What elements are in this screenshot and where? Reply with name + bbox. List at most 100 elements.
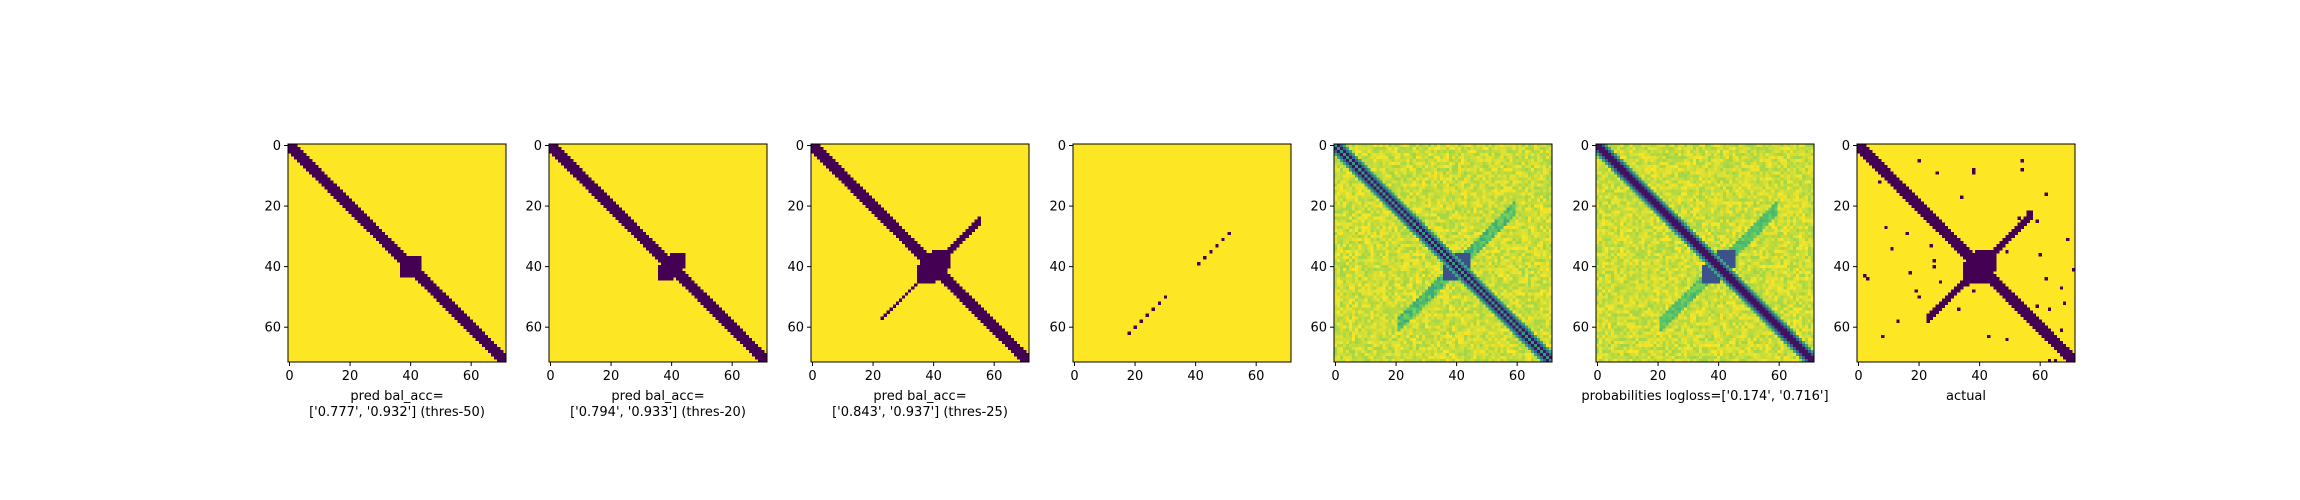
- heatmap-cell: [1497, 295, 1501, 299]
- heatmap-cell: [1418, 192, 1423, 196]
- heatmap-cell: [1400, 228, 1404, 233]
- heatmap-cell: [478, 331, 483, 336]
- heatmap-cell: [1427, 183, 1432, 187]
- heatmap-cell: [1433, 210, 1438, 214]
- heatmap-cell: [403, 274, 407, 278]
- heatmap-cell: [1500, 246, 1504, 251]
- heatmap-cell: [1376, 174, 1380, 178]
- heatmap-cell: [561, 156, 565, 160]
- heatmap-cell: [1430, 180, 1435, 184]
- heatmap-cell: [1409, 207, 1414, 211]
- heatmap-cell: [1397, 277, 1401, 281]
- heatmap-cell: [1506, 243, 1510, 248]
- heatmap-cell: [591, 183, 595, 187]
- heatmap-cell: [1548, 268, 1553, 272]
- heatmap-cell: [354, 216, 358, 220]
- heatmap-cell: [1352, 144, 1356, 148]
- heatmap-cell: [868, 195, 872, 199]
- heatmap-cell: [1536, 274, 1541, 278]
- y-tick-label: 60: [264, 321, 281, 336]
- heatmap-cell: [1346, 222, 1350, 227]
- heatmap-cell: [1449, 207, 1453, 211]
- heatmap-cell: [1542, 216, 1547, 220]
- heatmap-cell: [980, 313, 984, 317]
- heatmap-cell: [1439, 150, 1444, 154]
- heatmap-cell: [1449, 192, 1453, 196]
- heatmap-cell: [1470, 222, 1474, 227]
- heatmap-cell: [1022, 349, 1027, 354]
- heatmap-cell: [1373, 147, 1377, 151]
- heatmap-cell: [1452, 225, 1456, 230]
- heatmap-cell: [1524, 265, 1529, 269]
- heatmap-cell: [658, 274, 662, 278]
- heatmap-cell: [1491, 186, 1495, 190]
- heatmap-cell: [1503, 162, 1507, 166]
- heatmap-cell: [1427, 150, 1432, 154]
- heatmap-cell: [1424, 189, 1429, 193]
- heatmap-cell: [676, 262, 680, 266]
- heatmap-cell: [1340, 253, 1344, 257]
- heatmap-cell: [1539, 222, 1544, 227]
- heatmap-cell: [1346, 289, 1350, 293]
- heatmap-cell: [357, 216, 361, 220]
- heatmap-cell: [1515, 147, 1519, 151]
- heatmap-cell: [1388, 180, 1392, 184]
- heatmap-cell: [433, 286, 437, 290]
- heatmap-cell: [1467, 234, 1471, 239]
- heatmap-cell: [1506, 216, 1510, 220]
- heatmap-cell: [959, 237, 963, 242]
- heatmap-cell: [1545, 180, 1550, 184]
- heatmap-cell: [1464, 171, 1468, 175]
- heatmap-cell: [658, 277, 662, 281]
- heatmap-cell: [923, 259, 927, 263]
- heatmap-cell: [1358, 207, 1362, 211]
- heatmap-cell: [1340, 295, 1344, 299]
- heatmap-cell: [1467, 259, 1471, 263]
- heatmap-cell: [1346, 228, 1350, 233]
- heatmap-cell: [549, 144, 553, 148]
- heatmap-cell: [645, 240, 650, 245]
- heatmap-cell: [1455, 171, 1459, 175]
- heatmap-cell: [1346, 216, 1350, 220]
- heatmap-cell: [1352, 268, 1356, 272]
- heatmap-cell: [1530, 204, 1535, 208]
- heatmap-cell: [1382, 192, 1386, 196]
- heatmap-cell: [372, 234, 377, 239]
- heatmap-cell: [1509, 204, 1513, 208]
- heatmap-cell: [1343, 156, 1347, 160]
- heatmap-cell: [1346, 165, 1350, 169]
- heatmap-cell: [1394, 150, 1398, 154]
- heatmap-cell: [1506, 225, 1510, 230]
- heatmap-cell: [1337, 144, 1341, 148]
- heatmap-cell: [721, 319, 725, 323]
- heatmap-cell: [594, 195, 598, 199]
- heatmap-cell: [1370, 198, 1374, 202]
- heatmap-cell: [321, 177, 325, 181]
- heatmap-cell: [820, 147, 824, 151]
- heatmap-cell: [1527, 240, 1532, 245]
- heatmap-cell: [1379, 207, 1383, 211]
- heatmap-cell: [1373, 153, 1377, 157]
- heatmap-cell: [1506, 259, 1510, 263]
- heatmap-cell: [351, 207, 355, 211]
- heatmap-cell: [1500, 228, 1504, 233]
- heatmap-cell: [1533, 283, 1538, 287]
- heatmap-cell: [1527, 144, 1532, 148]
- heatmap-cell: [1542, 259, 1547, 263]
- heatmap-cell: [1439, 259, 1444, 263]
- heatmap-cell: [1391, 162, 1395, 166]
- heatmap-cell: [624, 219, 629, 224]
- heatmap-cell: [682, 277, 686, 281]
- heatmap-cell: [1515, 249, 1519, 254]
- heatmap-cell: [1415, 265, 1420, 269]
- heatmap-cell: [1379, 153, 1383, 157]
- heatmap-cell: [1494, 144, 1498, 148]
- heatmap-cell: [1509, 234, 1513, 239]
- heatmap-cell: [1421, 144, 1426, 148]
- heatmap-cell: [1467, 165, 1471, 169]
- heatmap-cell: [706, 304, 710, 308]
- heatmap-cell: [481, 340, 486, 345]
- heatmap-cell: [1391, 186, 1395, 190]
- x-tick-label: 40: [402, 369, 419, 384]
- heatmap-cell: [676, 274, 680, 278]
